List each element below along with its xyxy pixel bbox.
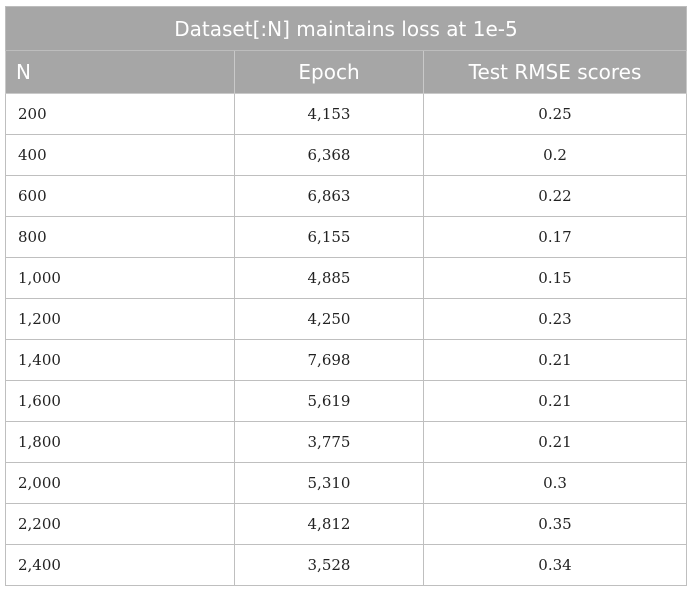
cell-epoch: 4,153 — [234, 93, 424, 135]
cell-epoch: 6,155 — [234, 216, 424, 258]
table-row: 2,200 4,812 0.35 — [5, 503, 687, 545]
table-caption-row: Dataset[:N] maintains loss at 1e-5 — [5, 6, 687, 51]
cell-epoch: 4,885 — [234, 257, 424, 299]
column-header-epoch: Epoch — [234, 50, 424, 94]
cell-n: 2,400 — [5, 544, 235, 586]
cell-test-rmse: 0.21 — [423, 380, 687, 422]
cell-test-rmse: 0.21 — [423, 421, 687, 463]
cell-epoch: 4,812 — [234, 503, 424, 545]
cell-test-rmse: 0.2 — [423, 134, 687, 176]
cell-test-rmse: 0.34 — [423, 544, 687, 586]
cell-test-rmse: 0.22 — [423, 175, 687, 217]
cell-test-rmse: 0.17 — [423, 216, 687, 258]
table-row: 1,200 4,250 0.23 — [5, 298, 687, 340]
cell-n: 1,200 — [5, 298, 235, 340]
column-header-test-rmse: Test RMSE scores — [423, 50, 687, 94]
cell-test-rmse: 0.23 — [423, 298, 687, 340]
column-header-n: N — [5, 50, 235, 94]
cell-epoch: 4,250 — [234, 298, 424, 340]
table-row: 1,600 5,619 0.21 — [5, 380, 687, 422]
cell-epoch: 7,698 — [234, 339, 424, 381]
cell-n: 800 — [5, 216, 235, 258]
table-header-row: N Epoch Test RMSE scores — [5, 50, 687, 94]
cell-epoch: 3,775 — [234, 421, 424, 463]
cell-test-rmse: 0.21 — [423, 339, 687, 381]
cell-epoch: 5,619 — [234, 380, 424, 422]
cell-epoch: 6,863 — [234, 175, 424, 217]
cell-n: 400 — [5, 134, 235, 176]
table-row: 1,000 4,885 0.15 — [5, 257, 687, 299]
cell-epoch: 3,528 — [234, 544, 424, 586]
cell-n: 600 — [5, 175, 235, 217]
results-table-container: Dataset[:N] maintains loss at 1e-5 N Epo… — [5, 6, 687, 586]
table-row: 1,400 7,698 0.21 — [5, 339, 687, 381]
cell-test-rmse: 0.35 — [423, 503, 687, 545]
table-row: 1,800 3,775 0.21 — [5, 421, 687, 463]
table-row: 600 6,863 0.22 — [5, 175, 687, 217]
table-row: 2,400 3,528 0.34 — [5, 544, 687, 586]
table-row: 800 6,155 0.17 — [5, 216, 687, 258]
table-row: 2,000 5,310 0.3 — [5, 462, 687, 504]
cell-n: 1,600 — [5, 380, 235, 422]
cell-n: 1,800 — [5, 421, 235, 463]
cell-n: 1,000 — [5, 257, 235, 299]
cell-n: 1,400 — [5, 339, 235, 381]
cell-n: 2,200 — [5, 503, 235, 545]
cell-test-rmse: 0.3 — [423, 462, 687, 504]
cell-epoch: 5,310 — [234, 462, 424, 504]
cell-test-rmse: 0.25 — [423, 93, 687, 135]
table-row: 400 6,368 0.2 — [5, 134, 687, 176]
cell-n: 2,000 — [5, 462, 235, 504]
cell-epoch: 6,368 — [234, 134, 424, 176]
table-caption: Dataset[:N] maintains loss at 1e-5 — [5, 6, 687, 51]
results-table: Dataset[:N] maintains loss at 1e-5 N Epo… — [5, 6, 687, 586]
cell-n: 200 — [5, 93, 235, 135]
cell-test-rmse: 0.15 — [423, 257, 687, 299]
table-row: 200 4,153 0.25 — [5, 93, 687, 135]
